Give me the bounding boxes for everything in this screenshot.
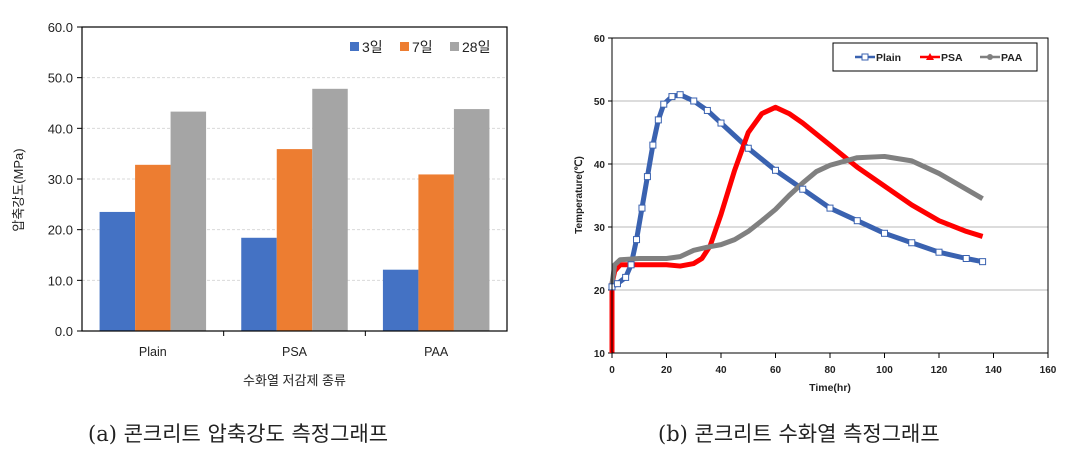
marker-Plain — [668, 93, 676, 101]
legend-label: 7일 — [412, 39, 433, 55]
x-tick-label: 20 — [661, 365, 673, 376]
y-tick-label: 30 — [594, 223, 606, 234]
legend-label: 28일 — [462, 39, 490, 55]
y-tick-label: 60 — [594, 34, 606, 45]
x-tick-label: 60 — [770, 365, 782, 376]
legend-label: 3일 — [362, 39, 383, 55]
y-tick-label: 50 — [594, 97, 606, 108]
marker-Plain — [853, 217, 861, 225]
legend-label: PSA — [941, 52, 963, 64]
y-tick-label: 0.0 — [55, 324, 73, 339]
bar-PSA-3일 — [241, 237, 277, 331]
bar-PAA-28일 — [453, 109, 490, 331]
marker-Plain — [627, 261, 635, 269]
legend-swatch-28일 — [450, 42, 459, 51]
marker-Plain — [613, 280, 621, 288]
y-tick-label: 40 — [594, 160, 606, 171]
bar-PAA-3일 — [382, 269, 419, 331]
marker-Plain — [717, 119, 725, 127]
marker-Plain — [908, 239, 916, 247]
bar-Plain-7일 — [135, 164, 171, 331]
marker-Plain — [979, 258, 987, 266]
series-line-PAA — [609, 153, 984, 285]
y-tick-label: 10.0 — [48, 273, 73, 288]
plot-frame — [81, 26, 508, 332]
bar-PAA-7일 — [418, 174, 454, 331]
legend-marker-icon — [987, 54, 993, 60]
marker-Plain — [660, 100, 668, 108]
y-tick-label: 40.0 — [48, 121, 73, 136]
x-tick-label: Plain — [139, 345, 167, 359]
marker-Plain — [633, 236, 641, 244]
marker-Plain — [962, 255, 970, 262]
marker-Plain — [638, 204, 646, 212]
x-axis-label: Time(hr) — [809, 382, 851, 394]
y-tick-label: 50.0 — [48, 71, 73, 86]
legend-marker-icon — [926, 53, 934, 60]
x-axis-label: 수화열 저감제 종류 — [243, 373, 346, 388]
x-tick-label: 100 — [876, 365, 893, 376]
caption-a: (a) 콘크리트 압축강도 측정그래프 — [88, 422, 389, 446]
marker-Plain — [881, 229, 888, 237]
y-tick-label: 10 — [594, 349, 606, 360]
x-tick-label: 160 — [1040, 365, 1057, 376]
x-tick-label: 80 — [824, 365, 836, 376]
marker-Plain — [744, 144, 752, 152]
marker-Plain — [654, 116, 662, 124]
bar-PSA-7일 — [276, 149, 313, 331]
legend-swatch-3일 — [350, 42, 359, 51]
marker-Plain — [826, 204, 834, 212]
legend-swatch-7일 — [400, 42, 409, 51]
x-tick-label: 120 — [931, 365, 948, 376]
legend-label: Plain — [876, 52, 901, 64]
legend-label: PAA — [1001, 52, 1023, 64]
legend-marker-icon — [861, 53, 869, 61]
y-tick-label: 20 — [594, 286, 606, 297]
marker-Plain — [649, 141, 657, 149]
series-line-PSA — [609, 104, 984, 353]
y-tick-label: 20.0 — [48, 223, 73, 238]
marker-Plain — [935, 248, 943, 256]
marker-Plain — [799, 185, 807, 193]
bar-PSA-28일 — [312, 88, 348, 332]
y-tick-label: 30.0 — [48, 172, 73, 187]
x-tick-label: 0 — [609, 365, 615, 376]
y-tick-label: 60.0 — [48, 20, 73, 35]
x-tick-label: PSA — [282, 345, 308, 359]
bar-Plain-28일 — [170, 111, 207, 331]
marker-Plain — [703, 106, 711, 114]
caption-b: (b) 콘크리트 수화열 측정그래프 — [658, 422, 940, 446]
y-axis-label: 압축강도(MPa) — [11, 148, 26, 231]
marker-Plain — [772, 166, 779, 174]
bar-Plain-3일 — [99, 211, 136, 331]
x-tick-label: PAA — [424, 345, 449, 359]
marker-Plain — [690, 97, 698, 105]
marker-Plain — [622, 273, 630, 281]
plot-frame — [611, 37, 1049, 354]
x-tick-label: 140 — [985, 365, 1002, 376]
y-axis-label: Temperature(℃) — [574, 156, 585, 234]
x-tick-label: 40 — [715, 365, 727, 376]
marker-Plain — [676, 91, 684, 99]
marker-Plain — [643, 173, 651, 181]
